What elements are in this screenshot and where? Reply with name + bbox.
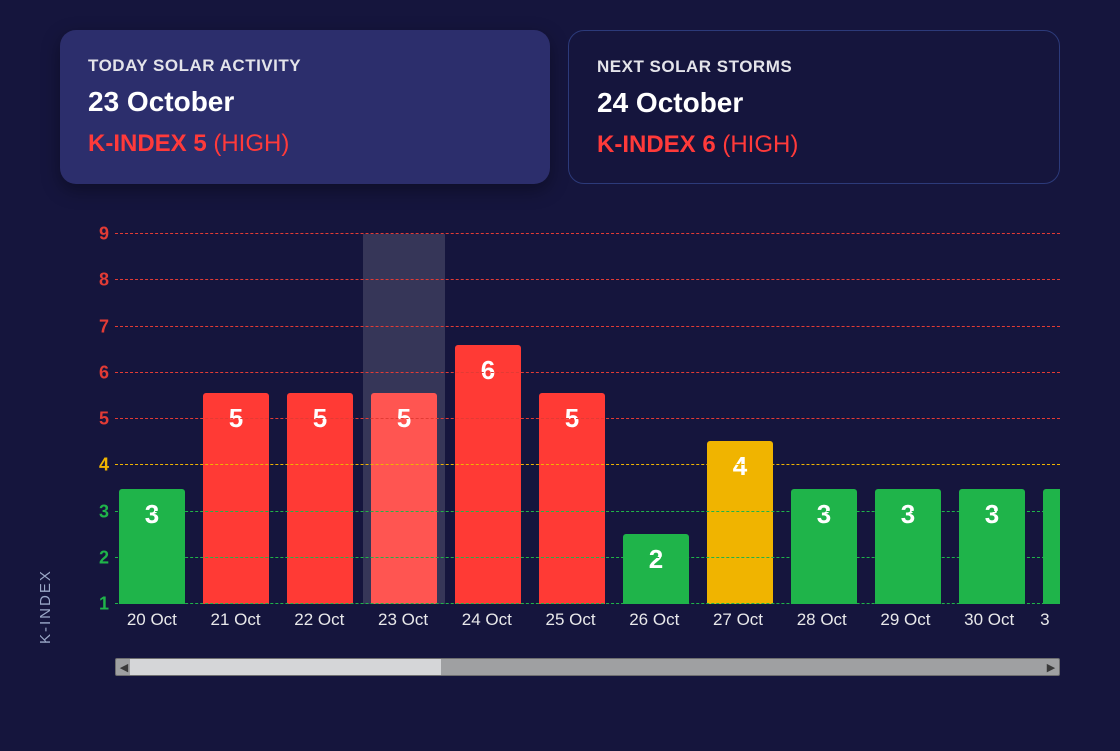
bar: 4 <box>707 441 773 604</box>
card-next-label: NEXT SOLAR STORMS <box>597 57 1031 77</box>
bar-column: 3 <box>791 234 857 604</box>
bar: 3 <box>119 489 185 604</box>
grid-line <box>115 464 1060 465</box>
y-tick: 5 <box>85 409 109 430</box>
x-label: 28 Oct <box>789 610 855 630</box>
x-label: 23 Oct <box>370 610 436 630</box>
y-axis-label: K-INDEX <box>37 569 54 644</box>
y-tick: 7 <box>85 316 109 337</box>
card-next-kindex: K-INDEX 6 (HIGH) <box>597 131 1031 159</box>
kindex-level: (HIGH) <box>213 130 289 157</box>
x-label: 27 Oct <box>705 610 771 630</box>
x-label: 25 Oct <box>538 610 604 630</box>
kindex-value: K-INDEX 6 <box>597 131 716 158</box>
card-next: NEXT SOLAR STORMS 24 October K-INDEX 6 (… <box>568 30 1060 184</box>
grid-line <box>115 372 1060 373</box>
grid-line <box>115 557 1060 558</box>
y-tick: 8 <box>85 270 109 291</box>
grid-line <box>115 279 1060 280</box>
bars-row: 355565243333 <box>115 234 1060 604</box>
y-tick: 2 <box>85 547 109 568</box>
y-tick: 6 <box>85 362 109 383</box>
bar-column: 5 <box>287 234 353 604</box>
grid-line <box>115 233 1060 234</box>
bar: 5 <box>203 393 269 604</box>
card-today-kindex: K-INDEX 5 (HIGH) <box>88 130 522 158</box>
grid-line <box>115 418 1060 419</box>
x-label: 30 Oct <box>956 610 1022 630</box>
bars-viewport: 355565243333 <box>115 234 1060 604</box>
bar-column: 2 <box>623 234 689 604</box>
bar: 3 <box>875 489 941 604</box>
x-label: 22 Oct <box>286 610 352 630</box>
card-today-label: TODAY SOLAR ACTIVITY <box>88 56 522 76</box>
summary-cards: TODAY SOLAR ACTIVITY 23 October K-INDEX … <box>60 30 1060 184</box>
scroll-thumb[interactable] <box>130 659 441 675</box>
bar: 5 <box>371 393 437 604</box>
bar: 3 <box>959 489 1025 604</box>
bar: 3 <box>791 489 857 604</box>
bar-column: 4 <box>707 234 773 604</box>
y-tick: 3 <box>85 501 109 522</box>
chart-scrollbar[interactable]: ◀ ▶ <box>115 658 1060 676</box>
kindex-value: K-INDEX 5 <box>88 130 207 157</box>
kindex-chart: K-INDEX 355565243333 123456789 20 Oct21 … <box>60 234 1060 694</box>
bar-column: 5 <box>371 234 437 604</box>
scroll-right-arrow-icon[interactable]: ▶ <box>1043 659 1059 675</box>
x-label: 20 Oct <box>119 610 185 630</box>
x-label: 3 <box>1040 610 1060 630</box>
card-today-date: 23 October <box>88 86 522 118</box>
x-label: 29 Oct <box>873 610 939 630</box>
bar-column: 3 <box>1043 234 1060 604</box>
bar-column: 6 <box>455 234 521 604</box>
bar-column: 5 <box>203 234 269 604</box>
bar-column: 5 <box>539 234 605 604</box>
grid-line <box>115 326 1060 327</box>
y-tick: 4 <box>85 455 109 476</box>
plot-area: 355565243333 123456789 <box>115 234 1060 604</box>
y-tick: 1 <box>85 594 109 615</box>
bar-column: 3 <box>875 234 941 604</box>
card-today: TODAY SOLAR ACTIVITY 23 October K-INDEX … <box>60 30 550 184</box>
x-label: 21 Oct <box>203 610 269 630</box>
grid-line <box>115 603 1060 604</box>
x-axis: 20 Oct 21 Oct 22 Oct 23 Oct 24 Oct 25 Oct 26 O… <box>115 610 1060 640</box>
bar-column: 3 <box>959 234 1025 604</box>
bar: 3 <box>1043 489 1060 604</box>
card-next-date: 24 October <box>597 87 1031 119</box>
bar: 6 <box>455 345 521 604</box>
bar: 2 <box>623 534 689 604</box>
x-labels: 20 Oct 21 Oct 22 Oct 23 Oct 24 Oct 25 Oct 26 O… <box>115 610 1060 630</box>
bar-column: 3 <box>119 234 185 604</box>
y-tick: 9 <box>85 224 109 245</box>
x-label: 26 Oct <box>621 610 687 630</box>
x-label: 24 Oct <box>454 610 520 630</box>
bar: 5 <box>539 393 605 604</box>
kindex-level: (HIGH) <box>722 131 798 158</box>
bar: 5 <box>287 393 353 604</box>
grid-line <box>115 511 1060 512</box>
